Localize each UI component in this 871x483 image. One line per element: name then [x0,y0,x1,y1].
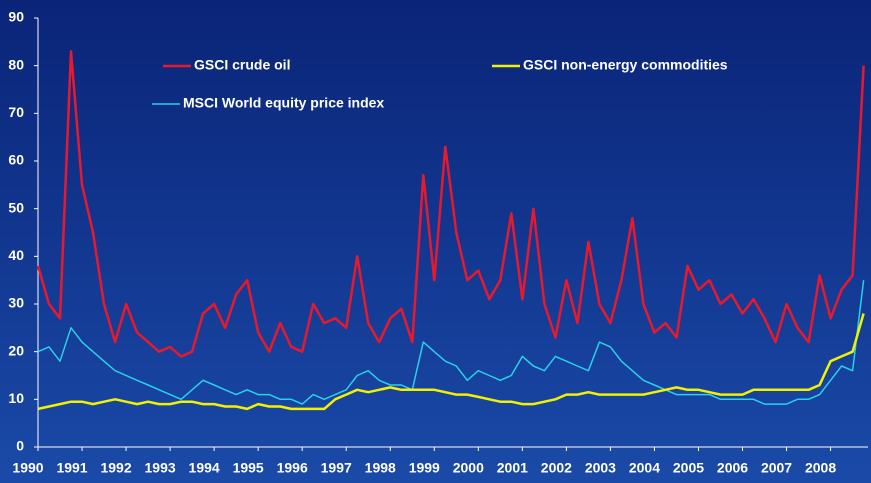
x-tick-label: 2002 [541,460,572,476]
x-tick-label: 2005 [673,460,704,476]
y-tick-label: 90 [8,9,24,25]
legend-label: MSCI World equity price index [183,95,384,111]
series-line [36,50,865,358]
y-tick-label: 80 [8,56,24,72]
y-tick-label: 10 [8,390,24,406]
y-tick-label: 20 [8,342,24,358]
y-tick-label: 50 [8,199,24,215]
x-tick-label: 1992 [100,460,131,476]
y-tick-label: 60 [8,152,24,168]
x-tick-label: 1990 [12,460,43,476]
x-tick-label: 1999 [409,460,440,476]
x-tick-label: 2007 [761,460,792,476]
y-tick-label: 40 [8,247,24,263]
x-tick-label: 2004 [629,460,660,476]
x-tick-label: 1995 [233,460,264,476]
y-tick-label: 30 [8,295,24,311]
x-tick-label: 1994 [189,460,220,476]
x-tick-label: 1993 [145,460,176,476]
series-line [37,280,865,405]
y-tick-label: 70 [8,104,24,120]
y-tick-label: 0 [16,438,24,454]
x-tick-label: 2006 [717,460,748,476]
x-tick-label: 2001 [497,460,528,476]
x-tick-label: 2008 [805,460,836,476]
legend-label: GSCI crude oil [194,57,290,73]
x-tick-label: 1991 [56,460,87,476]
x-tick-label: 1998 [365,460,396,476]
x-tick-label: 2003 [585,460,616,476]
series-line [37,313,865,411]
legend-label: GSCI non-energy commodities [523,57,728,73]
x-tick-label: 1997 [321,460,352,476]
x-tick-label: 1996 [277,460,308,476]
x-tick-label: 2000 [453,460,484,476]
